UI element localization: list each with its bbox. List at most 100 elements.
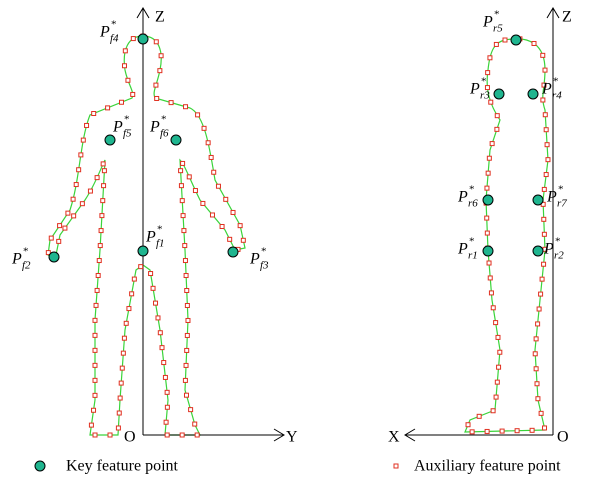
auxiliary-point: [498, 350, 502, 354]
auxiliary-point: [241, 238, 245, 242]
auxiliary-point: [93, 363, 97, 367]
auxiliary-point: [541, 98, 545, 102]
auxiliary-point: [71, 197, 75, 201]
auxiliary-point: [130, 292, 134, 296]
auxiliary-point: [108, 433, 112, 437]
point-label-base: P: [482, 14, 493, 31]
point-label-sup: *: [157, 224, 163, 236]
point-label-sub: f1: [156, 238, 165, 250]
auxiliary-point: [541, 53, 545, 57]
auxiliary-point: [121, 351, 125, 355]
auxiliary-point: [119, 381, 123, 385]
point-label-sub: f6: [160, 128, 169, 140]
key-point: [533, 246, 543, 256]
auxiliary-point: [491, 306, 495, 310]
auxiliary-point: [89, 423, 93, 427]
auxiliary-point: [530, 428, 534, 432]
auxiliary-point: [97, 259, 101, 263]
auxiliary-point: [185, 303, 189, 307]
point-label-sup: *: [494, 9, 500, 21]
auxiliary-point: [131, 92, 135, 96]
auxiliary-point: [165, 433, 169, 437]
point-label-sup: *: [124, 114, 130, 126]
auxiliary-point: [181, 161, 185, 165]
auxiliary-point: [169, 101, 173, 105]
auxiliary-point: [485, 231, 489, 235]
auxiliary-point: [126, 78, 130, 82]
auxiliary-point: [542, 232, 546, 236]
auxiliary-point: [206, 141, 210, 145]
auxiliary-point: [72, 214, 76, 218]
auxiliary-point: [120, 366, 124, 370]
point-label-base: P: [112, 119, 123, 136]
auxiliary-point: [127, 307, 131, 311]
auxiliary-point: [131, 37, 135, 41]
point-label-base: P: [546, 189, 557, 206]
auxiliary-point: [182, 229, 186, 233]
auxiliary-point: [185, 333, 189, 337]
legend-key-marker: [35, 461, 45, 471]
auxiliary-point: [94, 303, 98, 307]
auxiliary-point: [494, 321, 498, 325]
auxiliary-point: [93, 378, 97, 382]
auxiliary-point: [536, 322, 540, 326]
auxiliary-point: [99, 229, 103, 233]
auxiliary-point: [88, 189, 92, 193]
point-label-sup: *: [261, 246, 267, 258]
auxiliary-point: [184, 363, 188, 367]
auxiliary-point: [164, 420, 168, 424]
auxiliary-point: [544, 128, 548, 132]
auxiliary-point: [495, 380, 499, 384]
point-label-base: P: [541, 81, 552, 98]
key-point: [511, 35, 521, 45]
auxiliary-point: [183, 244, 187, 248]
auxiliary-point: [546, 158, 550, 162]
auxiliary-point: [102, 169, 106, 173]
auxiliary-point: [209, 155, 213, 159]
auxiliary-point: [92, 408, 96, 412]
auxiliary-point: [537, 307, 541, 311]
auxiliary-point: [486, 71, 490, 75]
auxiliary-point: [179, 184, 183, 188]
auxiliary-point: [95, 176, 99, 180]
auxiliary-point: [545, 143, 549, 147]
auxiliary-point: [58, 224, 62, 228]
auxiliary-point: [212, 170, 216, 174]
auxiliary-point: [500, 429, 504, 433]
auxiliary-point: [93, 393, 97, 397]
auxiliary-point: [63, 226, 67, 230]
point-label-base: P: [11, 251, 22, 268]
auxiliary-point: [497, 365, 501, 369]
front-axes: Z Y O: [124, 8, 298, 446]
auxiliary-point: [542, 262, 546, 266]
auxiliary-point: [165, 405, 169, 409]
auxiliary-point: [187, 175, 191, 179]
key-point: [494, 89, 504, 99]
auxiliary-point: [195, 433, 199, 437]
auxiliary-point: [165, 390, 169, 394]
point-label-sup: *: [555, 236, 561, 248]
axis-label: X: [388, 429, 400, 446]
point-label-base: P: [543, 241, 554, 258]
auxiliary-point: [201, 201, 205, 205]
point-label-sub: f5: [123, 128, 132, 140]
auxiliary-point: [534, 337, 538, 341]
auxiliary-point: [92, 112, 96, 116]
auxiliary-point: [238, 224, 242, 228]
auxiliary-point: [181, 214, 185, 218]
point-label-sup: *: [481, 76, 487, 88]
auxiliary-point: [77, 168, 81, 172]
auxiliary-point: [535, 382, 539, 386]
auxiliary-point: [489, 291, 493, 295]
auxiliary-point: [184, 105, 188, 109]
auxiliary-point: [477, 414, 481, 418]
auxiliary-point: [485, 186, 489, 190]
auxiliary-point: [220, 224, 224, 228]
key-point: [138, 34, 148, 44]
point-label-sup: *: [553, 76, 559, 88]
auxiliary-point: [124, 321, 128, 325]
point-label-sub: r2: [554, 250, 564, 262]
point-label-base: P: [457, 189, 468, 206]
auxiliary-point: [96, 273, 100, 277]
point-label-sub: f3: [260, 260, 269, 272]
